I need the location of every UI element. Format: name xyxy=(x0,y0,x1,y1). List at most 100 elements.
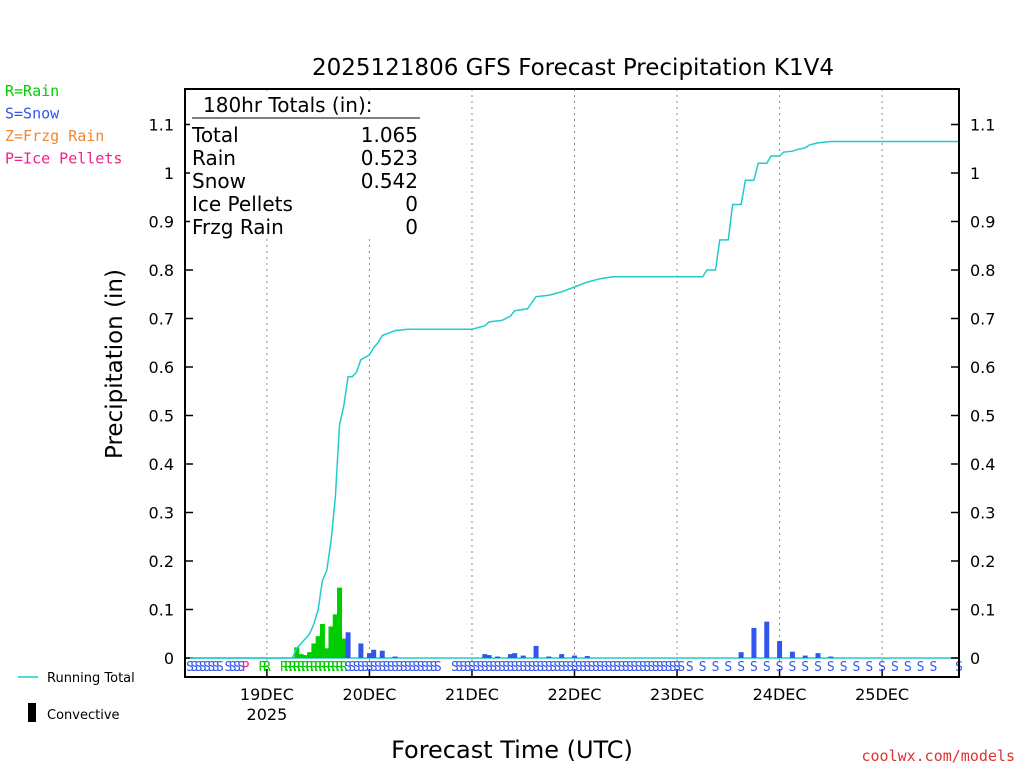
y-tick-label-left: 1 xyxy=(164,164,174,183)
type-code-s: S xyxy=(421,660,429,675)
type-code-s: S xyxy=(477,660,485,675)
type-code-s: S xyxy=(212,660,220,675)
type-code-s: S xyxy=(656,660,664,675)
snow-bar xyxy=(520,655,526,658)
type-code-s: S xyxy=(630,660,638,675)
totals-value: 0.542 xyxy=(361,169,418,193)
type-code-s: S xyxy=(387,660,395,675)
type-code-s: S xyxy=(652,660,660,675)
y-tick-label-left: 0.2 xyxy=(149,552,174,571)
type-code-s: S xyxy=(929,660,937,675)
x-tick-label-24dec: 24DEC xyxy=(753,685,807,704)
type-code-s: S xyxy=(344,660,352,675)
y-tick-label-right: 1.1 xyxy=(970,116,995,135)
type-code-s: S xyxy=(891,660,899,675)
y-tick-label-right: 0.6 xyxy=(970,358,995,377)
type-code-s: S xyxy=(737,660,745,675)
convective-swatch xyxy=(28,703,36,722)
x-tick-label-22dec: 22DEC xyxy=(548,685,602,704)
type-code-s: S xyxy=(571,660,579,675)
type-code-r: R xyxy=(323,660,331,675)
totals-label: Total xyxy=(191,123,239,147)
legend-type-p: P=Ice Pellets xyxy=(5,150,122,168)
type-code-s: S xyxy=(673,660,681,675)
snow-bar xyxy=(572,655,577,658)
y-tick-label-left: 0.9 xyxy=(149,213,174,232)
type-code-s: S xyxy=(669,660,677,675)
type-code-s: S xyxy=(374,660,382,675)
type-code-s: S xyxy=(626,660,634,675)
snow-bar xyxy=(507,654,513,658)
type-code-s: S xyxy=(660,660,668,675)
type-code-s: S xyxy=(840,660,848,675)
totals-value: 0.523 xyxy=(361,146,418,170)
rain-bar xyxy=(307,652,313,658)
credit-link[interactable]: coolwx.com/models xyxy=(861,747,1015,765)
type-code-s: S xyxy=(605,660,613,675)
type-code-s: S xyxy=(643,660,651,675)
type-code-s: S xyxy=(647,660,655,675)
type-code-s: S xyxy=(596,660,604,675)
y-axis-left: 0 0.1 0.2 0.3 0.4 0.5 0.6 0.7 0.8 0.9 1 1.1 xyxy=(149,116,193,668)
y-tick-label-left: 1.1 xyxy=(149,116,174,135)
y-tick-label-left: 0.1 xyxy=(149,601,174,620)
rain-bar xyxy=(294,647,300,658)
type-code-r: R xyxy=(340,660,348,675)
type-code-s: S xyxy=(588,660,596,675)
plot-frame xyxy=(184,88,960,678)
type-code-s: S xyxy=(618,660,626,675)
totals-label: Rain xyxy=(192,146,236,170)
legend-type-r: R=Rain xyxy=(5,82,59,100)
type-code-s: S xyxy=(853,660,861,675)
snow-bar xyxy=(533,645,539,658)
type-code-s: S xyxy=(699,660,707,675)
type-code-s: S xyxy=(609,660,617,675)
type-code-r: R xyxy=(301,660,309,675)
precip-type-legend: R=Rain S=Snow Z=Frzg Rain P=Ice Pellets xyxy=(5,82,122,168)
type-code-s: S xyxy=(865,660,873,675)
rain-bar xyxy=(328,626,334,658)
type-code-s: S xyxy=(237,660,245,675)
type-code-s: S xyxy=(225,660,233,675)
totals-label: Snow xyxy=(192,169,246,193)
type-code-s: S xyxy=(425,660,433,675)
type-code-s: S xyxy=(370,660,378,675)
snow-bar xyxy=(358,643,364,658)
type-code-s: S xyxy=(430,660,438,675)
snow-bar xyxy=(345,632,351,658)
type-code-r: R xyxy=(289,660,297,675)
y-tick-label-left: 0.6 xyxy=(149,358,174,377)
type-code-s: S xyxy=(233,660,241,675)
type-code-s: S xyxy=(724,660,732,675)
type-code-s: S xyxy=(827,660,835,675)
x-tick-label-23dec: 23DEC xyxy=(650,685,704,704)
running-total-legend-label: Running Total xyxy=(47,671,135,686)
snow-bar xyxy=(828,656,834,658)
type-code-s: S xyxy=(216,660,224,675)
type-code-s: S xyxy=(878,660,886,675)
convective-legend-label: Convective xyxy=(47,708,120,723)
rain-bar xyxy=(341,638,347,658)
type-code-s: S xyxy=(904,660,912,675)
type-code-s: S xyxy=(195,660,203,675)
type-code-r: R xyxy=(319,660,327,675)
type-code-r: R xyxy=(331,660,339,675)
type-code-s: S xyxy=(763,660,771,675)
snow-bar xyxy=(802,655,808,658)
type-code-s: S xyxy=(536,660,544,675)
type-code-r: R xyxy=(259,660,267,675)
type-code-s: S xyxy=(519,660,527,675)
totals-header: 180hr Totals (in): xyxy=(203,93,373,117)
x-tick-label-20dec: 20DEC xyxy=(342,685,396,704)
snow-bar xyxy=(371,649,377,658)
type-code-s: S xyxy=(378,660,386,675)
snow-bar xyxy=(789,651,795,658)
snow-bar xyxy=(777,641,783,658)
running-total-series xyxy=(190,140,959,659)
y-tick-label-left: 0.8 xyxy=(149,261,174,280)
type-code-s: S xyxy=(348,660,356,675)
totals-label: Ice Pellets xyxy=(192,192,293,216)
rain-bar xyxy=(298,654,304,658)
type-code-s: S xyxy=(481,660,489,675)
